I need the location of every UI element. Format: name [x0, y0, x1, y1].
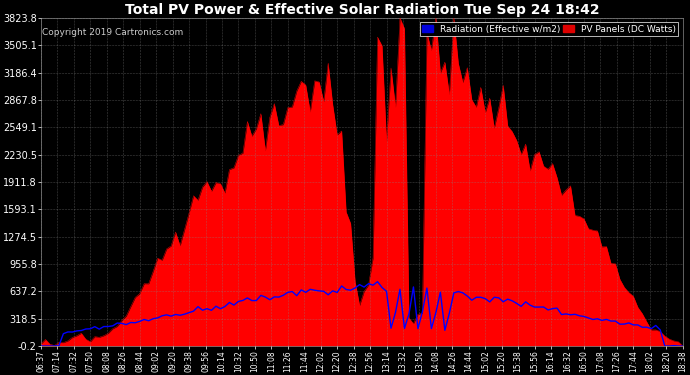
Title: Total PV Power & Effective Solar Radiation Tue Sep 24 18:42: Total PV Power & Effective Solar Radiati…: [124, 3, 599, 17]
Legend: Radiation (Effective w/m2), PV Panels (DC Watts): Radiation (Effective w/m2), PV Panels (D…: [420, 22, 678, 36]
Text: Copyright 2019 Cartronics.com: Copyright 2019 Cartronics.com: [41, 28, 183, 37]
